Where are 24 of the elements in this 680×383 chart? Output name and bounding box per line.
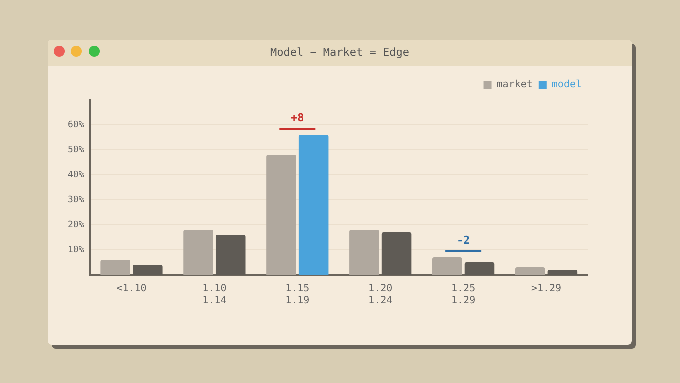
y-tick-label: 30% [68, 195, 85, 206]
x-tick-label: 1.20 1.24 [368, 284, 393, 307]
bar [350, 230, 380, 275]
bar [298, 135, 329, 275]
legend-label: model [552, 80, 582, 91]
bar [515, 268, 546, 275]
y-tick-label: 40% [68, 170, 85, 180]
bar [432, 258, 462, 275]
y-tick-label: 60% [68, 120, 85, 130]
x-tick-label: 1.15 1.19 [286, 284, 310, 307]
y-tick-label: 20% [68, 220, 85, 230]
bar [100, 260, 130, 275]
annotation: +8 [291, 111, 304, 124]
chart-title: Model − Market = Edge [269, 46, 411, 59]
x-tick-label: >1.29 [531, 284, 562, 295]
x-tick-label: <1.10 [116, 284, 147, 295]
x-tick-label: 1.25 1.29 [452, 284, 476, 307]
y-tick-label: 50% [68, 145, 85, 156]
bar [184, 230, 214, 275]
y-tick-label: 10% [68, 245, 85, 256]
x-tick-label: 1.10 1.14 [202, 284, 227, 307]
annotation: -2 [456, 234, 470, 247]
bar [266, 155, 296, 275]
legend-label: market [496, 80, 533, 91]
